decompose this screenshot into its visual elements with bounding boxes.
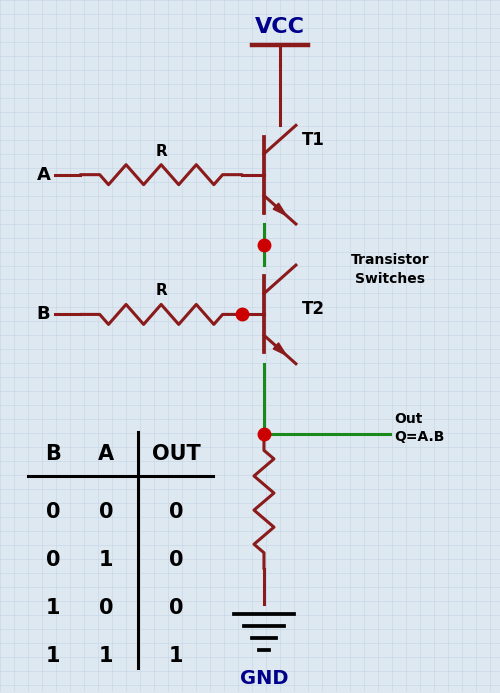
Text: 0: 0 [46,502,60,522]
Text: R: R [156,283,167,299]
Text: A: A [36,166,51,184]
Text: GND: GND [240,669,288,687]
Polygon shape [273,343,286,356]
Text: T2: T2 [302,301,325,318]
Text: 1: 1 [46,598,60,618]
Text: VCC: VCC [255,17,305,37]
Polygon shape [273,203,286,216]
Text: 0: 0 [169,598,184,618]
Text: Out
Q=A.B: Out Q=A.B [394,412,445,444]
Text: T1: T1 [302,131,325,149]
Text: Transistor
Switches: Transistor Switches [350,253,429,286]
Text: B: B [36,306,51,324]
Text: OUT: OUT [152,444,200,464]
Text: 1: 1 [46,646,60,666]
Text: 1: 1 [99,550,114,570]
Text: B: B [46,444,62,464]
Text: 1: 1 [169,646,184,666]
Text: 0: 0 [169,550,184,570]
Text: 0: 0 [99,502,114,522]
Text: 0: 0 [169,502,184,522]
Text: A: A [98,444,114,464]
Text: 0: 0 [99,598,114,618]
Text: 0: 0 [46,550,60,570]
Text: 1: 1 [99,646,114,666]
Text: R: R [156,143,167,159]
